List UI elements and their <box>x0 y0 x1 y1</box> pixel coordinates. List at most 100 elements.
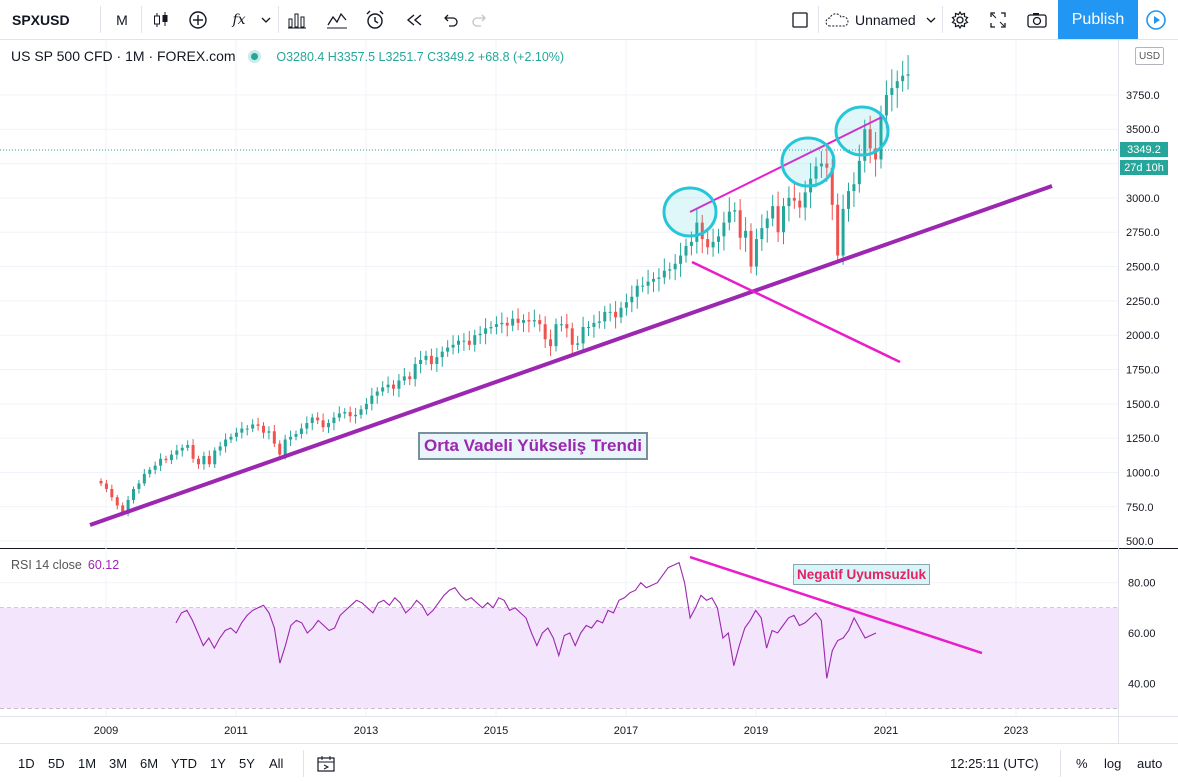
range-5y[interactable]: 5Y <box>239 756 255 771</box>
bar-chart-icon[interactable] <box>282 0 312 39</box>
rsi-line <box>175 561 877 679</box>
candle-body <box>847 191 850 209</box>
candle-body <box>787 197 791 207</box>
compare-icon[interactable] <box>182 0 214 39</box>
time-tick-label: 2009 <box>94 725 118 737</box>
candle-body <box>413 364 417 380</box>
price-tick-label: 3500.0 <box>1126 124 1160 136</box>
chevron-down-icon[interactable] <box>256 0 276 39</box>
candle-body <box>375 391 379 396</box>
range-1y[interactable]: 1Y <box>210 756 226 771</box>
candle-body <box>711 241 715 248</box>
divergence-annotation[interactable]: Negatif Uyumsuzluk <box>793 564 931 585</box>
fullscreen-icon[interactable] <box>984 0 1012 39</box>
bottom-toolbar: 1D 5D 1M 3M 6M YTD 1Y 5Y All 12:25:11 (UTC) % lo… <box>0 743 1178 783</box>
candle-body <box>603 311 607 322</box>
candle-body <box>614 311 618 318</box>
templates-icon[interactable] <box>320 0 354 39</box>
candle-body <box>262 425 265 433</box>
candle-body <box>332 417 336 424</box>
range-5d[interactable]: 5D <box>48 756 65 771</box>
date-range-icon[interactable] <box>316 744 336 783</box>
candle-body <box>424 355 428 360</box>
candle-body <box>532 320 536 322</box>
candle-body <box>289 436 293 440</box>
range-1m[interactable]: 1M <box>78 756 97 771</box>
candle-body <box>494 324 498 327</box>
camera-icon[interactable] <box>1022 0 1052 39</box>
candle-body <box>771 206 775 219</box>
candle-body <box>630 296 634 303</box>
divider <box>818 6 819 33</box>
candle-body <box>234 432 238 437</box>
alert-icon[interactable] <box>360 0 390 39</box>
candle-body <box>429 355 433 365</box>
range-3m[interactable]: 3M <box>109 756 128 771</box>
indicators-button[interactable]: fx <box>232 11 246 28</box>
clock-time[interactable]: 12:25:11 (UTC) <box>950 756 1039 771</box>
range-ytd[interactable]: YTD <box>171 756 197 771</box>
candle-body <box>137 483 141 489</box>
highlight-circle <box>662 186 718 238</box>
candle-body <box>522 320 525 323</box>
candle-body <box>597 321 601 323</box>
candle-body <box>619 307 623 318</box>
gear-icon[interactable] <box>946 0 974 39</box>
candle-body <box>343 412 347 414</box>
candle-body <box>841 208 845 256</box>
fullscreen-select-icon[interactable] <box>786 0 814 39</box>
legend-title: US SP 500 CFD · 1M · FOREX.com <box>11 48 236 64</box>
candle-body <box>679 255 683 264</box>
candle-body <box>863 129 867 161</box>
time-tick-label: 2023 <box>1004 725 1028 737</box>
candle-body <box>792 197 796 201</box>
price-tick-label: 1750.0 <box>1126 365 1160 377</box>
candle-body <box>364 403 368 410</box>
play-icon[interactable] <box>1140 0 1172 39</box>
rsi-value: 60.12 <box>87 558 120 572</box>
replay-icon[interactable] <box>398 0 430 39</box>
candles-icon[interactable] <box>145 0 177 39</box>
range-all[interactable]: All <box>269 756 284 771</box>
rsi-pane <box>175 561 877 679</box>
candle-body <box>180 447 184 451</box>
candle-body <box>608 311 612 313</box>
candle-body <box>538 320 542 325</box>
range-6m[interactable]: 6M <box>140 756 159 771</box>
candle-body <box>132 488 135 500</box>
candle-body <box>202 456 206 465</box>
layout-menu[interactable]: Unnamed <box>824 0 942 39</box>
undo-icon[interactable] <box>436 0 464 39</box>
price-axis: 500.0 750.0 1000.0 1250.0 1500.0 1750.0 2000.0… <box>1126 90 1160 690</box>
time-tick-label: 2011 <box>224 725 248 737</box>
candle-body <box>744 230 748 238</box>
percent-toggle[interactable]: % <box>1076 756 1088 771</box>
divider <box>141 6 142 33</box>
candle-body <box>722 222 726 237</box>
candle-body <box>148 469 152 474</box>
rsi-band <box>0 607 1118 709</box>
candle-body <box>392 384 395 389</box>
log-toggle[interactable]: log <box>1104 756 1122 771</box>
candle-body <box>706 239 710 248</box>
candle-body <box>316 417 320 421</box>
candle-body <box>462 340 466 342</box>
candle-body <box>440 351 444 358</box>
symbol-search[interactable]: SPXUSD <box>12 11 70 28</box>
price-tick-label: 2750.0 <box>1126 227 1160 239</box>
range-1d[interactable]: 1D <box>18 756 35 771</box>
currency-badge[interactable]: USD <box>1135 47 1164 65</box>
symbol-legend[interactable]: US SP 500 CFD · 1M · FOREX.com O3280.4 H… <box>11 48 564 64</box>
candle-body <box>652 278 655 282</box>
candle-body <box>803 192 807 208</box>
interval-button[interactable]: M <box>116 11 128 28</box>
trend-annotation[interactable]: Orta Vadeli Yükseliş Trendi <box>418 432 648 460</box>
candle-body <box>386 384 390 388</box>
channel-lower-line <box>691 260 901 364</box>
candle-body <box>852 184 856 192</box>
auto-toggle[interactable]: auto <box>1137 756 1163 771</box>
publish-button[interactable]: Publish <box>1058 0 1138 39</box>
rsi-legend[interactable]: RSI 14 close 60.12 <box>11 558 119 572</box>
countdown-tag: 27d 10h <box>1120 160 1168 175</box>
